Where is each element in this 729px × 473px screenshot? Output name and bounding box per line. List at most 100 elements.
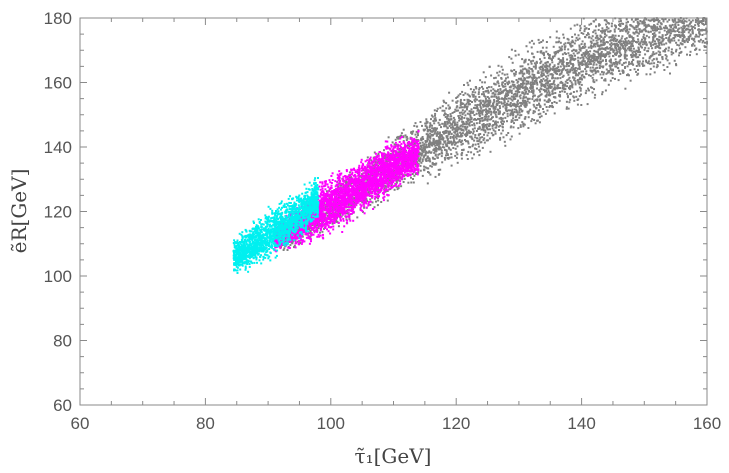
data-point <box>686 41 689 43</box>
data-point <box>406 145 408 147</box>
data-point <box>337 225 340 228</box>
data-point <box>518 111 521 114</box>
data-point <box>527 63 530 66</box>
data-point <box>495 111 498 114</box>
data-point <box>577 81 580 84</box>
data-point <box>423 154 426 157</box>
data-point <box>547 94 550 97</box>
data-point <box>566 58 569 61</box>
data-point <box>554 72 557 75</box>
data-point <box>362 210 364 213</box>
data-point <box>520 83 523 85</box>
data-point <box>602 55 605 58</box>
data-point <box>674 26 677 28</box>
data-point <box>468 130 471 133</box>
data-point <box>490 111 493 114</box>
data-point <box>531 81 534 84</box>
data-point <box>695 53 698 56</box>
data-point <box>564 88 567 91</box>
data-point <box>630 56 633 59</box>
data-point <box>471 145 474 148</box>
data-point <box>441 122 444 125</box>
data-point <box>475 130 478 132</box>
data-point <box>523 61 526 64</box>
data-point <box>597 61 600 64</box>
data-point <box>647 24 649 27</box>
data-point <box>469 135 472 138</box>
data-point <box>689 28 691 31</box>
data-point <box>423 165 426 168</box>
data-point <box>517 53 520 56</box>
data-point <box>415 173 417 175</box>
data-point <box>567 73 570 76</box>
data-point <box>472 88 475 91</box>
data-point <box>453 122 456 125</box>
data-point <box>558 73 561 76</box>
data-point <box>675 64 678 67</box>
data-point <box>569 68 572 71</box>
data-point <box>490 95 493 98</box>
data-point <box>535 79 538 82</box>
data-point <box>527 80 530 83</box>
data-point <box>477 127 480 130</box>
data-point <box>421 158 424 161</box>
data-point <box>523 78 526 81</box>
data-point <box>507 109 510 112</box>
data-point <box>656 45 659 48</box>
data-point <box>507 103 510 106</box>
data-point <box>479 136 482 139</box>
data-point <box>580 62 583 65</box>
data-point <box>543 103 546 106</box>
data-point <box>450 132 453 135</box>
data-point <box>468 121 471 124</box>
data-point <box>591 86 594 89</box>
data-point <box>413 174 416 177</box>
data-point <box>425 146 428 149</box>
data-point <box>557 66 560 69</box>
data-point <box>637 49 640 52</box>
data-point <box>446 157 449 159</box>
data-point <box>546 87 548 90</box>
data-point <box>603 42 606 45</box>
data-point <box>637 38 640 41</box>
data-point <box>552 82 555 85</box>
data-point <box>656 63 659 66</box>
data-point <box>286 249 289 251</box>
data-point <box>522 101 525 104</box>
data-point <box>647 60 650 63</box>
data-point <box>553 70 556 73</box>
data-point <box>637 72 640 75</box>
data-point <box>602 43 605 46</box>
data-point <box>580 70 583 73</box>
data-point <box>433 127 436 130</box>
data-point <box>580 32 583 34</box>
data-point <box>461 142 464 145</box>
data-point <box>643 42 646 45</box>
data-point <box>387 136 390 139</box>
data-point <box>587 51 589 53</box>
data-point <box>478 112 481 115</box>
data-point <box>600 50 603 53</box>
data-point <box>587 33 590 36</box>
data-point <box>624 87 627 90</box>
data-point <box>504 93 507 96</box>
data-point <box>465 123 468 126</box>
data-point <box>482 87 485 90</box>
data-point <box>515 86 518 89</box>
data-point <box>666 59 669 62</box>
data-point <box>502 89 505 92</box>
data-point <box>639 45 642 48</box>
data-point <box>569 98 572 101</box>
data-point <box>528 41 531 44</box>
data-point <box>594 18 597 21</box>
data-point <box>464 104 466 107</box>
data-point <box>431 142 434 144</box>
data-point <box>516 105 519 108</box>
data-point <box>528 90 531 93</box>
data-point <box>620 43 623 45</box>
data-point <box>691 32 694 35</box>
data-point <box>451 123 454 126</box>
data-point <box>458 116 460 119</box>
data-point <box>510 89 513 92</box>
data-point <box>551 59 553 61</box>
